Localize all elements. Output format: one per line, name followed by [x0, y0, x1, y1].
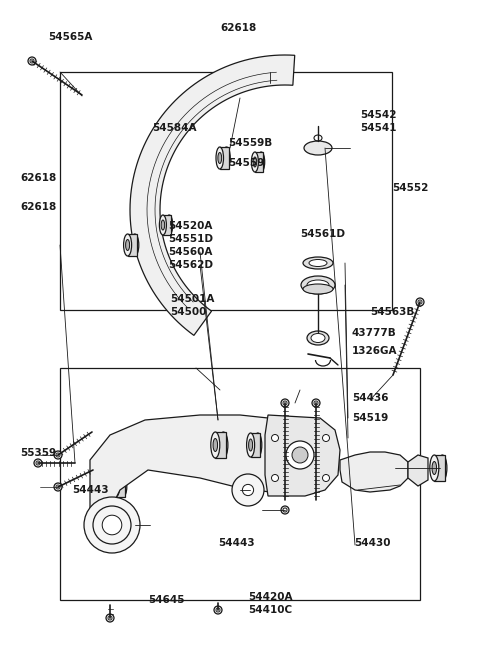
Polygon shape — [130, 55, 295, 335]
Ellipse shape — [166, 215, 173, 235]
Text: 55359: 55359 — [20, 448, 56, 458]
Text: 54551D: 54551D — [168, 234, 213, 244]
Polygon shape — [163, 215, 171, 235]
Text: 54559: 54559 — [228, 158, 264, 168]
Ellipse shape — [126, 240, 130, 250]
Ellipse shape — [223, 147, 230, 169]
Text: 54410C: 54410C — [248, 605, 292, 615]
Text: 54520A: 54520A — [168, 221, 212, 231]
Ellipse shape — [292, 447, 308, 463]
Ellipse shape — [254, 433, 262, 457]
Polygon shape — [408, 455, 428, 486]
Ellipse shape — [28, 57, 36, 65]
Text: 62618: 62618 — [20, 202, 56, 212]
Text: 54563B: 54563B — [370, 307, 414, 317]
Ellipse shape — [303, 284, 333, 294]
Polygon shape — [340, 452, 408, 492]
Ellipse shape — [258, 152, 264, 172]
Ellipse shape — [242, 485, 253, 496]
Text: 54562D: 54562D — [168, 260, 213, 270]
Ellipse shape — [213, 438, 217, 451]
Ellipse shape — [111, 477, 120, 497]
Ellipse shape — [272, 434, 278, 441]
Polygon shape — [255, 152, 264, 172]
Ellipse shape — [253, 157, 257, 167]
Ellipse shape — [84, 497, 140, 553]
Ellipse shape — [272, 474, 278, 481]
Text: 54443: 54443 — [72, 485, 108, 495]
Ellipse shape — [281, 399, 289, 407]
Polygon shape — [265, 415, 340, 496]
Ellipse shape — [114, 482, 118, 492]
Ellipse shape — [131, 234, 139, 256]
Polygon shape — [434, 455, 445, 481]
Ellipse shape — [211, 432, 220, 458]
Ellipse shape — [303, 257, 333, 269]
Text: 54645: 54645 — [148, 595, 184, 605]
Ellipse shape — [323, 434, 329, 441]
Ellipse shape — [312, 399, 320, 407]
Text: 54584A: 54584A — [152, 123, 196, 133]
Text: 54500: 54500 — [170, 307, 206, 317]
Ellipse shape — [54, 451, 62, 459]
Ellipse shape — [159, 215, 167, 235]
Text: 54430: 54430 — [354, 538, 391, 548]
Ellipse shape — [247, 433, 254, 457]
Polygon shape — [90, 415, 320, 540]
Text: 62618: 62618 — [220, 23, 256, 33]
Ellipse shape — [218, 153, 222, 164]
Ellipse shape — [214, 606, 222, 614]
Text: 54420A: 54420A — [248, 592, 292, 602]
Text: 62618: 62618 — [20, 173, 56, 183]
Text: 54542: 54542 — [360, 110, 396, 120]
Text: 54560A: 54560A — [168, 247, 212, 257]
Ellipse shape — [161, 220, 165, 230]
Ellipse shape — [119, 477, 127, 497]
Ellipse shape — [301, 276, 335, 294]
Ellipse shape — [252, 152, 258, 172]
Ellipse shape — [219, 432, 228, 458]
Ellipse shape — [34, 459, 42, 467]
Ellipse shape — [309, 259, 327, 267]
Polygon shape — [116, 477, 125, 497]
Ellipse shape — [216, 147, 224, 169]
Ellipse shape — [323, 474, 329, 481]
Text: 54552: 54552 — [392, 183, 428, 193]
Ellipse shape — [307, 331, 329, 345]
Polygon shape — [216, 432, 226, 458]
Ellipse shape — [102, 515, 122, 534]
Polygon shape — [220, 147, 229, 169]
Ellipse shape — [438, 455, 447, 481]
Ellipse shape — [283, 508, 287, 512]
Ellipse shape — [430, 455, 439, 481]
Ellipse shape — [286, 441, 314, 469]
Text: 54501A: 54501A — [170, 294, 215, 304]
Ellipse shape — [249, 439, 252, 451]
Ellipse shape — [416, 298, 424, 306]
Text: 54561D: 54561D — [300, 229, 345, 239]
Text: 43777B: 43777B — [352, 328, 397, 338]
Text: 54559B: 54559B — [228, 138, 272, 148]
Ellipse shape — [54, 483, 62, 491]
Text: 54443: 54443 — [218, 538, 254, 548]
Ellipse shape — [124, 234, 132, 256]
Text: 54565A: 54565A — [48, 32, 92, 42]
Polygon shape — [128, 234, 137, 256]
Ellipse shape — [106, 614, 114, 622]
Text: 54541: 54541 — [360, 123, 396, 133]
Polygon shape — [251, 433, 260, 457]
Text: 54519: 54519 — [352, 413, 388, 423]
Ellipse shape — [304, 141, 332, 155]
Ellipse shape — [232, 474, 264, 506]
Text: 1326GA: 1326GA — [352, 346, 397, 356]
Ellipse shape — [311, 333, 325, 343]
Text: 54436: 54436 — [352, 393, 388, 403]
Ellipse shape — [281, 506, 289, 514]
Ellipse shape — [307, 280, 329, 290]
Ellipse shape — [432, 462, 436, 474]
